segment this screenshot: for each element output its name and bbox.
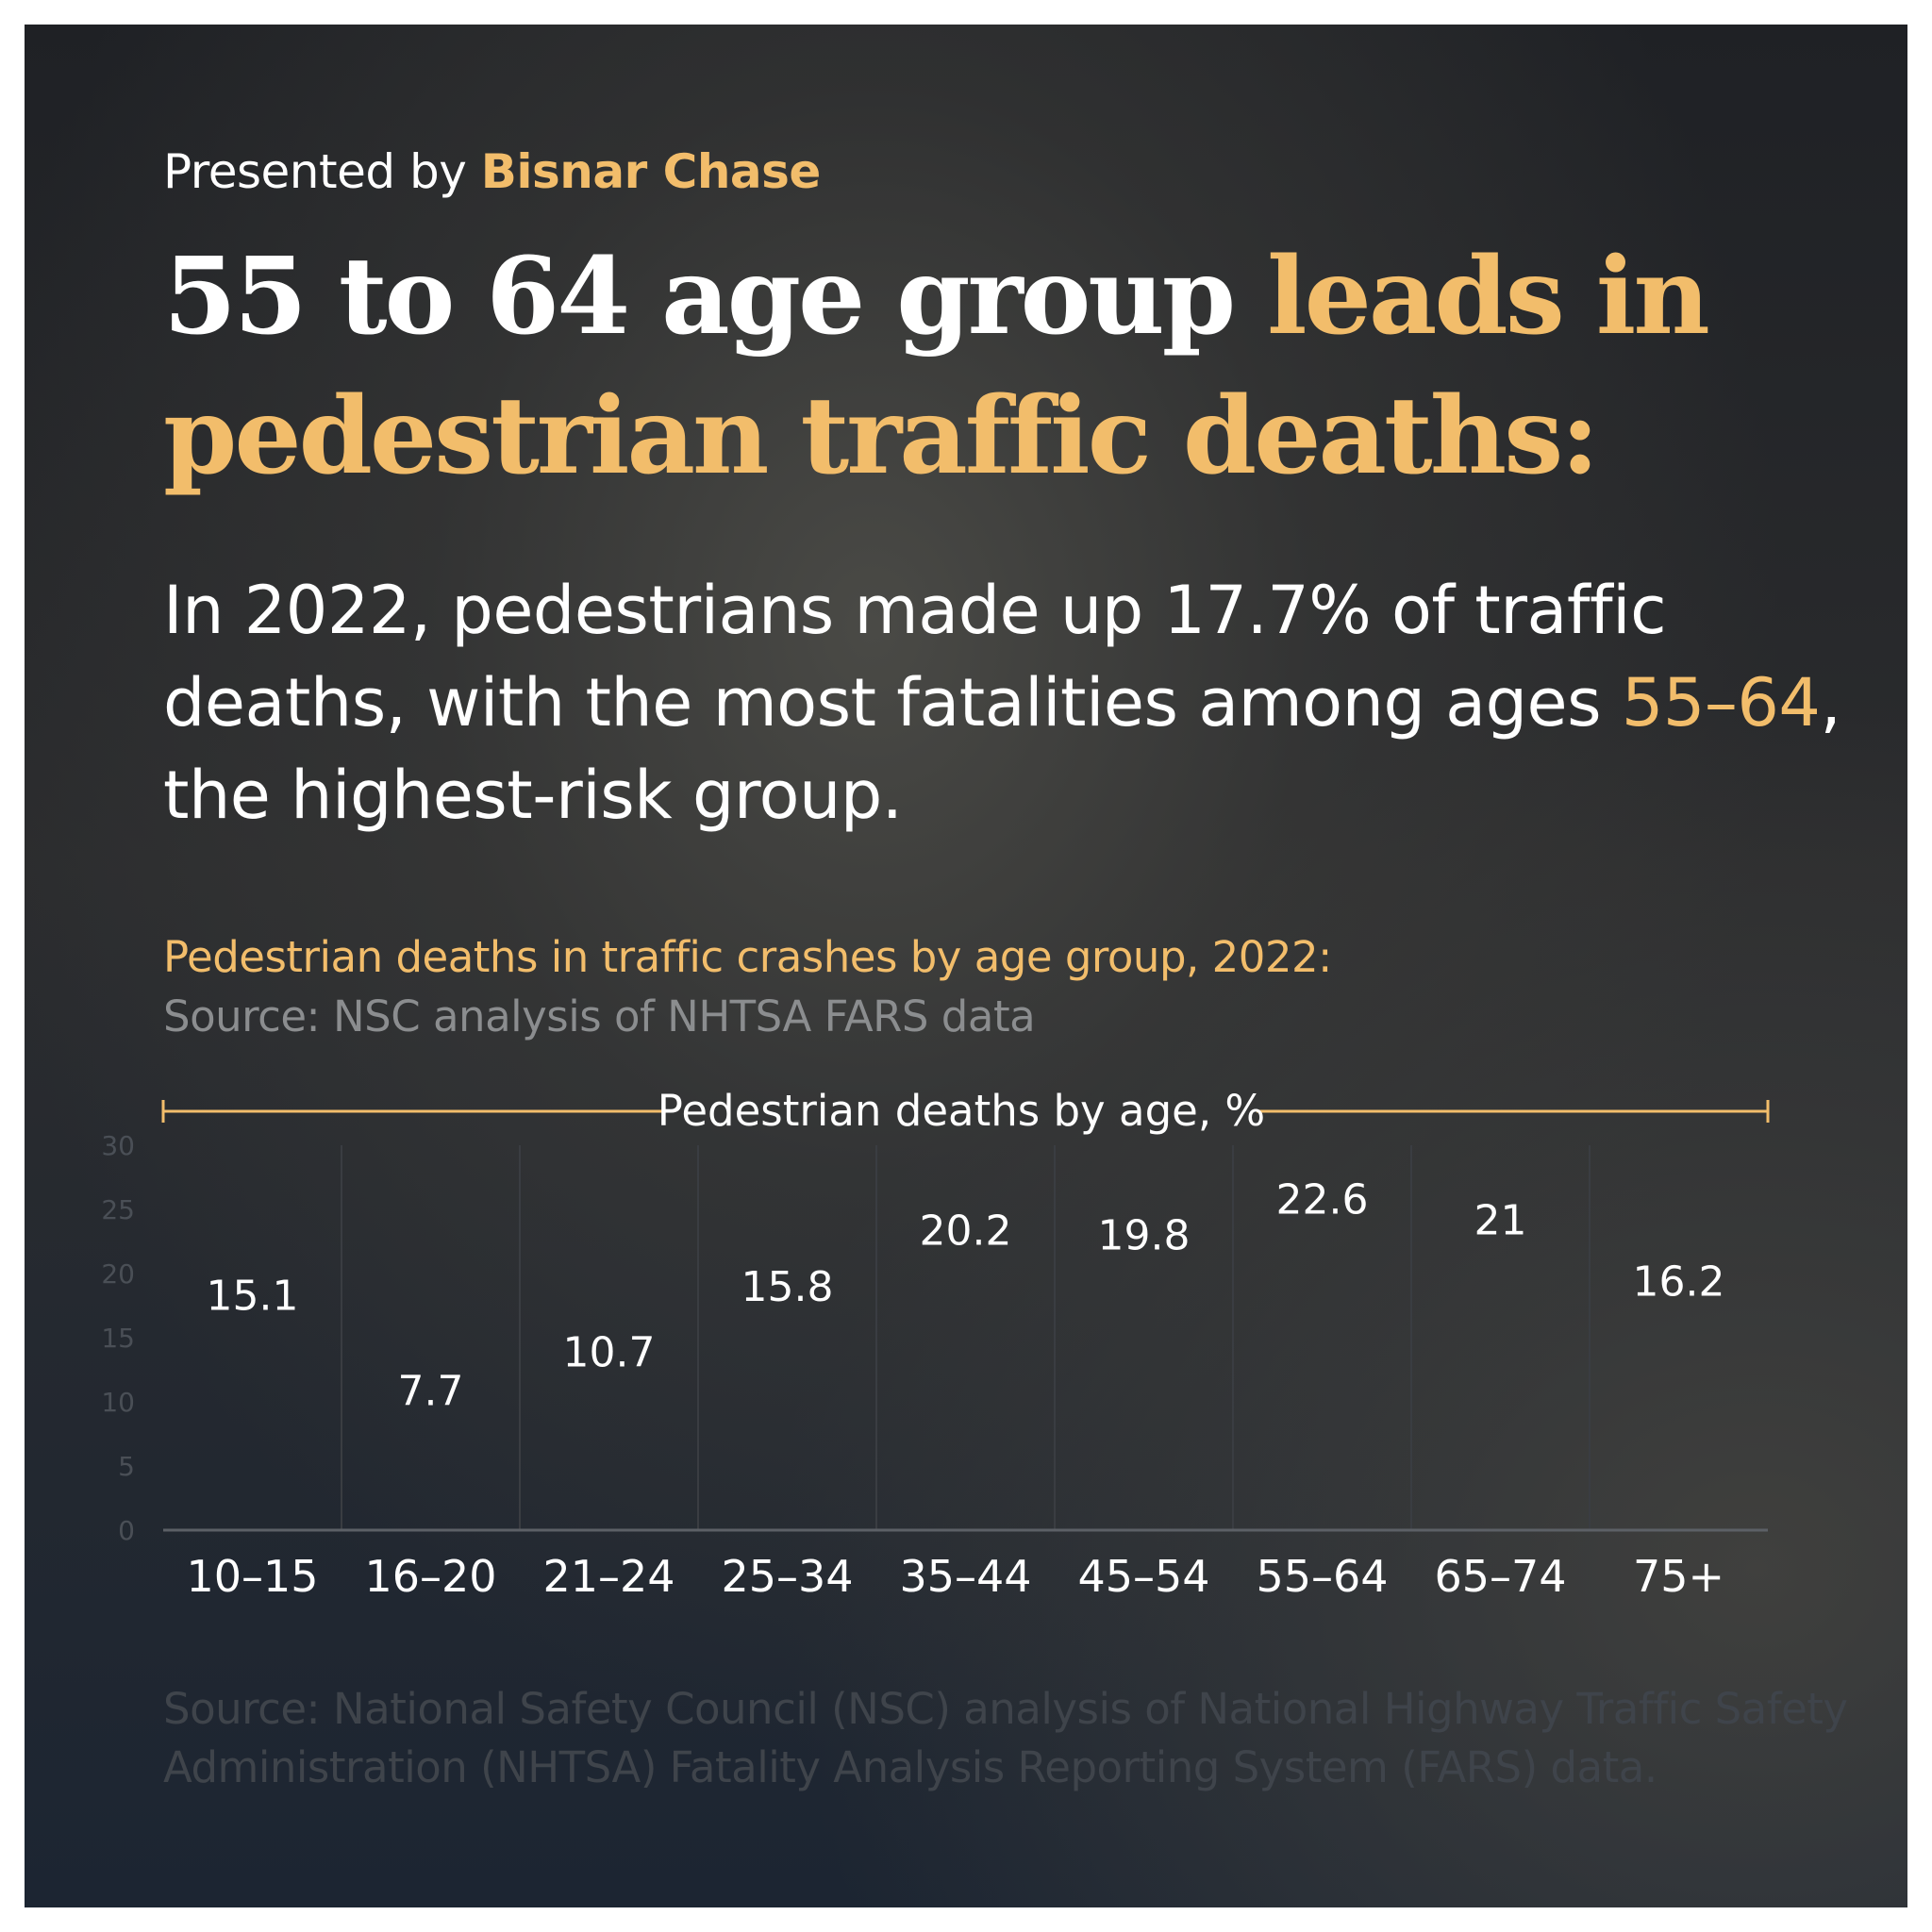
footer-source: Source: National Safety Council (NSC) an… bbox=[163, 1684, 1848, 1792]
y-tick-label: 15 bbox=[101, 1323, 135, 1354]
headline-white: 55 to 64 age group bbox=[163, 235, 1236, 358]
x-tick-label: 75+ bbox=[1633, 1551, 1724, 1602]
bar-chart: Pedestrian deaths by age, % 0 5 10 15 20 25 30 1… bbox=[101, 1086, 1770, 1602]
subheadline: In 2022, pedestrians made up 17.7% of tr… bbox=[163, 564, 1861, 841]
x-tick-label: 45–54 bbox=[1077, 1551, 1209, 1602]
headline: 55 to 64 age group leads in pedestrian t… bbox=[163, 227, 1842, 507]
x-tick-label: 16–20 bbox=[364, 1551, 496, 1602]
value-label: 20.2 bbox=[920, 1207, 1012, 1255]
headline-accent: leads in pedestrian traffic deaths: bbox=[163, 235, 1710, 498]
y-tick-label: 5 bbox=[118, 1451, 135, 1482]
presented-by: Presented by Bisnar Chase bbox=[163, 144, 821, 199]
x-tick-label: 25–34 bbox=[721, 1551, 853, 1602]
infographic-card: Presented by Bisnar Chase 55 to 64 age g… bbox=[25, 25, 1907, 1907]
x-tick-label: 10–15 bbox=[186, 1551, 318, 1602]
x-tick-label: 55–64 bbox=[1256, 1551, 1388, 1602]
x-tick-label: 21–24 bbox=[542, 1551, 675, 1602]
chart-title: Pedestrian deaths by age, % bbox=[658, 1086, 1265, 1136]
brand-name: Bisnar Chase bbox=[480, 144, 822, 199]
value-label: 15.8 bbox=[741, 1263, 834, 1311]
value-label: 15.1 bbox=[207, 1273, 299, 1321]
presented-by-prefix: Presented by bbox=[163, 144, 467, 199]
y-tick-label: 20 bbox=[101, 1258, 135, 1290]
x-tick-label: 35–44 bbox=[899, 1551, 1031, 1602]
value-label: 19.8 bbox=[1098, 1212, 1191, 1260]
y-tick-label: 0 bbox=[118, 1515, 135, 1546]
value-label: 22.6 bbox=[1276, 1176, 1369, 1224]
x-tick-label: 65–74 bbox=[1434, 1551, 1566, 1602]
value-label: 16.2 bbox=[1633, 1258, 1725, 1307]
value-label: 21 bbox=[1474, 1196, 1527, 1244]
y-tick-label: 10 bbox=[101, 1387, 135, 1418]
y-tick-label: 25 bbox=[101, 1194, 135, 1225]
subheadline-part2: , the highest-risk group. bbox=[163, 664, 1841, 834]
subheadline-part1: In 2022, pedestrians made up 17.7% of tr… bbox=[163, 572, 1667, 741]
chart-heading: Pedestrian deaths in traffic crashes by … bbox=[163, 932, 1332, 982]
value-label: 7.7 bbox=[398, 1367, 464, 1415]
subheadline-accent: 55–64 bbox=[1621, 664, 1821, 741]
y-tick-label: 30 bbox=[101, 1130, 135, 1161]
chart-source: Source: NSC analysis of NHTSA FARS data bbox=[163, 991, 1036, 1041]
value-label: 10.7 bbox=[563, 1328, 656, 1376]
